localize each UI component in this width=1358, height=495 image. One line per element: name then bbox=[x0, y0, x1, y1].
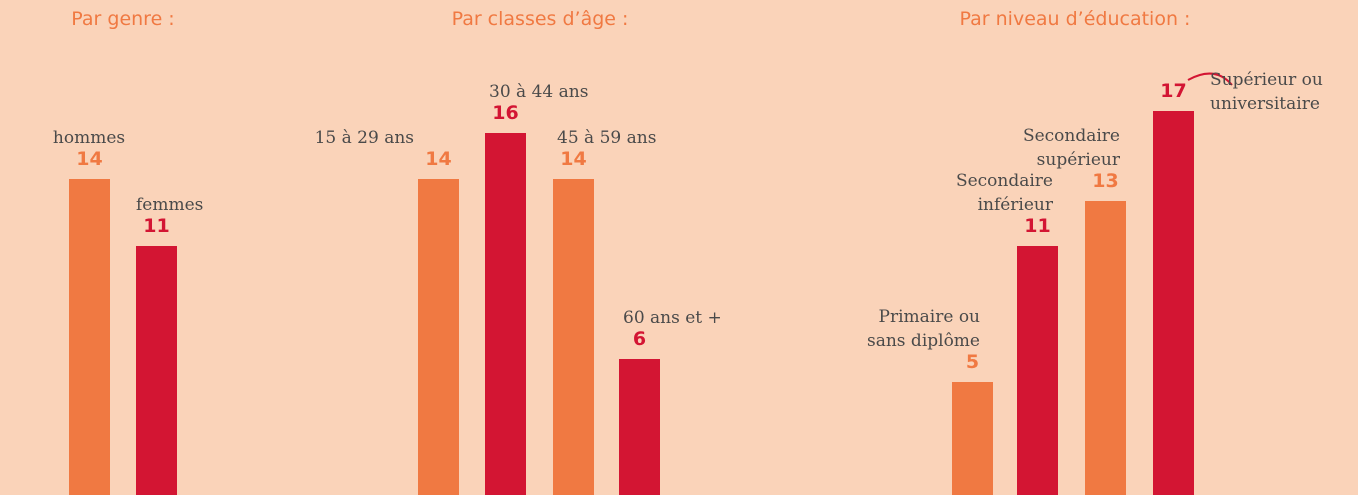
category-label: 15 à 29 ans bbox=[314, 127, 414, 148]
category-label: Secondaire supérieur bbox=[1022, 126, 1120, 171]
bar bbox=[485, 133, 526, 495]
chart-title: Par genre : bbox=[71, 8, 175, 30]
arrow bbox=[1187, 72, 1233, 86]
category-label: femmes bbox=[136, 195, 204, 216]
bar bbox=[619, 359, 660, 495]
value-label: 16 bbox=[492, 102, 519, 125]
bar bbox=[69, 178, 110, 495]
chart-title: Par niveau d’éducation : bbox=[959, 8, 1191, 30]
category-label: hommes bbox=[52, 127, 126, 148]
value-label: 11 bbox=[1024, 215, 1051, 238]
chart-title: Par classes d’âge : bbox=[451, 8, 629, 30]
bar bbox=[1153, 110, 1194, 495]
value-label: 11 bbox=[143, 215, 170, 238]
value-label: 6 bbox=[632, 328, 647, 351]
value-label: 5 bbox=[965, 351, 980, 373]
category-label: Secondaire inférieur bbox=[955, 171, 1053, 216]
value-label: 14 bbox=[76, 147, 103, 170]
value-label: 17 bbox=[1160, 79, 1187, 102]
category-label: Supérieur ou universitaire bbox=[1210, 70, 1323, 114]
category-label: Primaire ou sans diplôme bbox=[867, 307, 980, 351]
bar bbox=[1017, 246, 1058, 495]
value-label: 14 bbox=[425, 147, 452, 170]
category-label: 60 ans et + bbox=[623, 308, 722, 329]
value-label: 13 bbox=[1092, 170, 1119, 193]
bar bbox=[553, 178, 594, 495]
bar bbox=[952, 382, 993, 495]
category-label: 45 à 59 ans bbox=[557, 127, 657, 148]
bar bbox=[1085, 201, 1126, 495]
bar bbox=[418, 178, 459, 495]
bar bbox=[136, 246, 177, 495]
category-label: 30 à 44 ans bbox=[489, 82, 589, 103]
value-label: 14 bbox=[560, 147, 587, 170]
